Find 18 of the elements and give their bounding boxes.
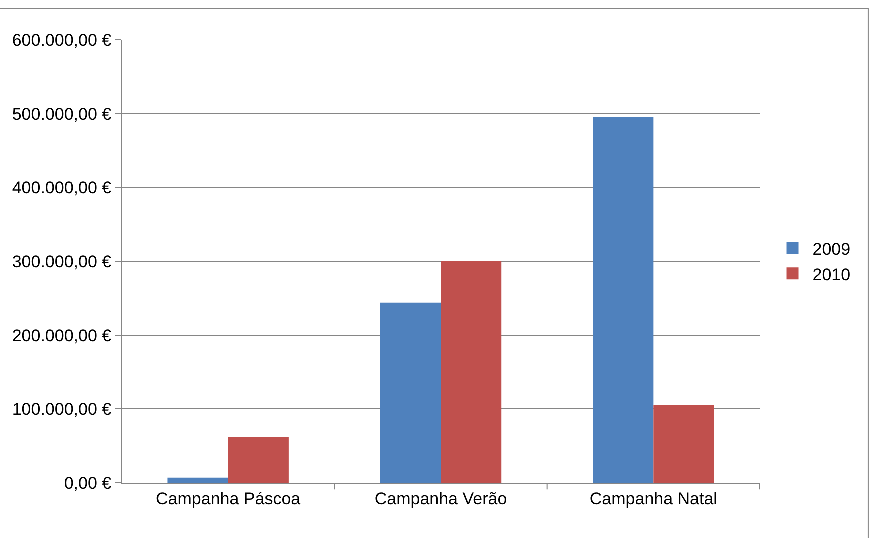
x-tick-label: Campanha Páscoa xyxy=(156,489,302,508)
bar xyxy=(441,262,502,483)
bar xyxy=(593,118,654,483)
y-tick-label: 200.000,00 € xyxy=(12,326,112,346)
x-tick-label: Campanha Natal xyxy=(590,489,718,508)
bar xyxy=(654,405,714,483)
y-tick-label: 400.000,00 € xyxy=(12,178,112,198)
y-tick-label: 100.000,00 € xyxy=(12,400,112,420)
x-tick-label: Campanha Verão xyxy=(374,489,508,508)
y-tick-label: 300.000,00 € xyxy=(12,252,112,272)
bar xyxy=(380,302,441,483)
y-tick-label: 600.000,00 € xyxy=(12,30,112,50)
legend-label: 2010 xyxy=(812,265,851,284)
bar xyxy=(228,437,289,483)
legend-label: 2009 xyxy=(812,240,851,260)
y-tick-label: 500.000,00 € xyxy=(12,104,112,124)
y-tick-label: 0,00 € xyxy=(64,474,112,493)
bar xyxy=(168,478,228,483)
